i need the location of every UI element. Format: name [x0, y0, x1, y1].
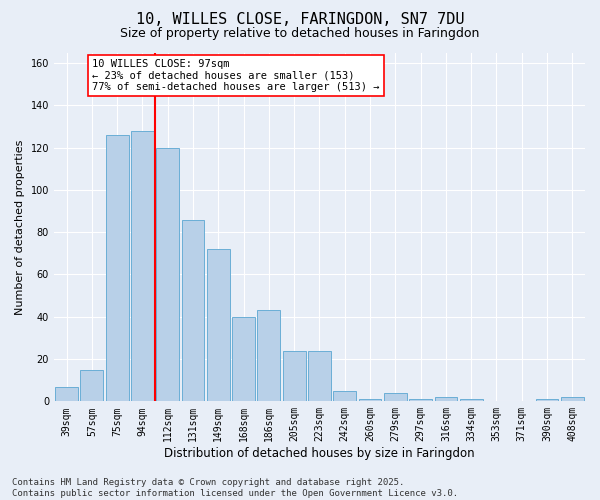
Bar: [207, 249, 230, 402]
Bar: [283, 350, 305, 402]
Bar: [384, 393, 407, 402]
Bar: [308, 350, 331, 402]
Text: 10 WILLES CLOSE: 97sqm
← 23% of detached houses are smaller (153)
77% of semi-de: 10 WILLES CLOSE: 97sqm ← 23% of detached…: [92, 59, 379, 92]
Bar: [80, 370, 103, 402]
Y-axis label: Number of detached properties: Number of detached properties: [15, 139, 25, 314]
Bar: [434, 397, 457, 402]
Bar: [409, 399, 432, 402]
Text: Contains HM Land Registry data © Crown copyright and database right 2025.
Contai: Contains HM Land Registry data © Crown c…: [12, 478, 458, 498]
Bar: [232, 317, 255, 402]
Bar: [157, 148, 179, 402]
Bar: [106, 135, 128, 402]
Bar: [55, 386, 78, 402]
Bar: [334, 391, 356, 402]
Bar: [460, 399, 482, 402]
Bar: [359, 399, 382, 402]
Text: Size of property relative to detached houses in Faringdon: Size of property relative to detached ho…: [121, 28, 479, 40]
Bar: [536, 399, 559, 402]
Bar: [561, 397, 584, 402]
X-axis label: Distribution of detached houses by size in Faringdon: Distribution of detached houses by size …: [164, 447, 475, 460]
Bar: [182, 220, 205, 402]
Text: 10, WILLES CLOSE, FARINGDON, SN7 7DU: 10, WILLES CLOSE, FARINGDON, SN7 7DU: [136, 12, 464, 28]
Bar: [257, 310, 280, 402]
Bar: [131, 130, 154, 402]
